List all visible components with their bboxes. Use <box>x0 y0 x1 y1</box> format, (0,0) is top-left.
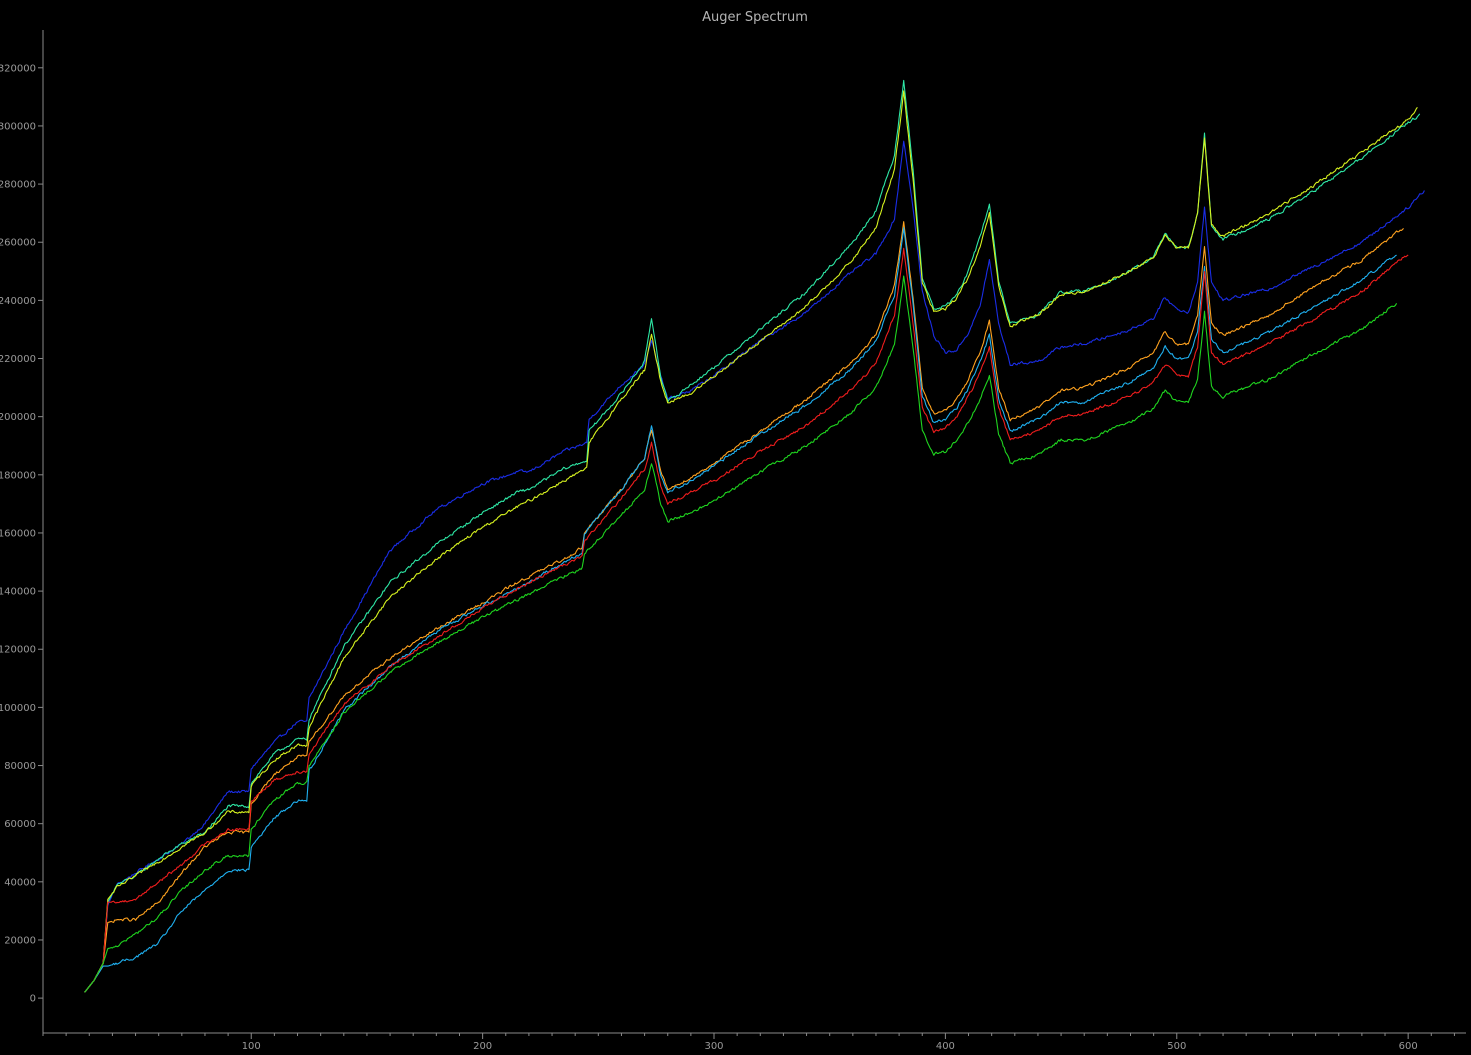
y-tick-label: 220000 <box>0 354 36 365</box>
series-line-1 <box>84 140 1425 993</box>
series-line-7 <box>84 275 1398 993</box>
y-tick-label: 280000 <box>0 180 36 191</box>
y-tick-label: 200000 <box>0 412 36 423</box>
y-tick-label: 20000 <box>4 935 36 946</box>
y-tick-label: 320000 <box>0 63 36 74</box>
y-tick-label: 100000 <box>0 703 36 714</box>
series-line-3 <box>84 90 1418 993</box>
x-tick-label: 100 <box>242 1041 261 1052</box>
y-tick-label: 60000 <box>4 819 36 830</box>
plot-area <box>84 79 1425 993</box>
y-tick-label: 180000 <box>0 470 36 481</box>
y-tick-label: 260000 <box>0 238 36 249</box>
y-tick-label: 40000 <box>4 877 36 888</box>
series-line-6 <box>84 247 1409 993</box>
y-axis: 0 20000 40000 60000 80000 100000 120000 140000 1… <box>0 30 44 1033</box>
x-tick-label: 300 <box>704 1041 723 1052</box>
x-tick-label: 600 <box>1399 1041 1418 1052</box>
y-tick-label: 140000 <box>0 587 36 598</box>
x-tick-label: 400 <box>936 1041 955 1052</box>
x-tick-label: 200 <box>473 1041 492 1052</box>
y-tick-label: 160000 <box>0 528 36 539</box>
y-tick-label: 300000 <box>0 121 36 132</box>
series-line-5 <box>84 227 1397 993</box>
series-line-4 <box>84 221 1404 993</box>
y-tick-label: 0 <box>30 994 36 1005</box>
x-tick-label: 500 <box>1167 1041 1186 1052</box>
x-axis: 100 200 300 400 500 600 <box>42 1032 1466 1052</box>
chart-title: Auger Spectrum <box>702 10 808 25</box>
series-line-2 <box>84 79 1421 993</box>
y-tick-label: 120000 <box>0 645 36 656</box>
y-tick-label: 80000 <box>4 761 36 772</box>
y-tick-label: 240000 <box>0 296 36 307</box>
